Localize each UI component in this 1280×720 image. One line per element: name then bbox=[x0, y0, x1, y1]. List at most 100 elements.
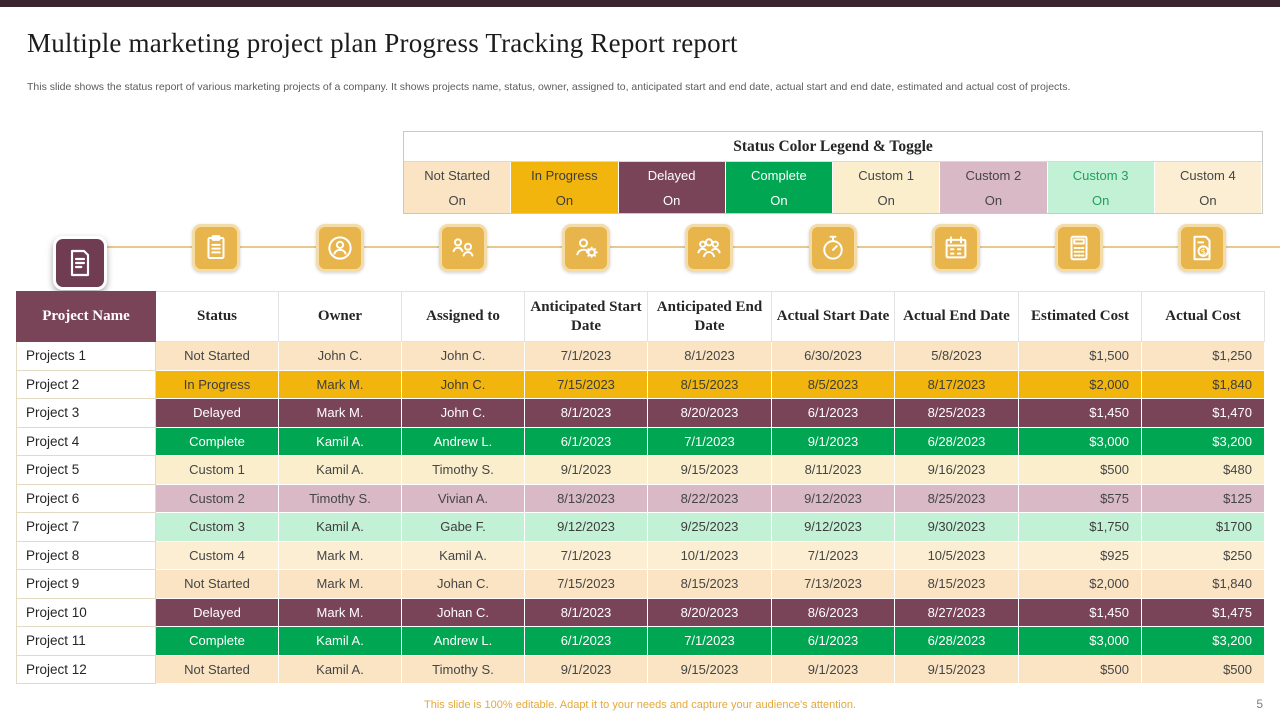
table-cell: $1,750 bbox=[1018, 512, 1142, 542]
column-header-status: Status bbox=[155, 291, 279, 342]
column-header-anticipated-start-date: Anticipated Start Date bbox=[524, 291, 648, 342]
table-cell: 8/13/2023 bbox=[524, 483, 648, 513]
legend-item-delayed: Delayed bbox=[618, 162, 726, 189]
legend-toggle-not_started[interactable]: On bbox=[404, 189, 512, 213]
table-header-row: Project Name Status Owner Assigned to Antici… bbox=[16, 291, 1265, 342]
table-cell: $575 bbox=[1018, 483, 1142, 513]
table-cell: Andrew L. bbox=[401, 426, 525, 456]
status-cell: Complete bbox=[155, 626, 279, 656]
table-cell: 9/30/2023 bbox=[894, 512, 1019, 542]
table-cell: $250 bbox=[1141, 540, 1265, 570]
column-header-estimated-cost: Estimated Cost bbox=[1018, 291, 1142, 342]
table-cell: John C. bbox=[401, 341, 525, 371]
table-cell: 9/1/2023 bbox=[524, 455, 648, 485]
table-cell: $1,500 bbox=[1018, 341, 1142, 371]
table-cell: John C. bbox=[401, 398, 525, 428]
svg-text:$: $ bbox=[1200, 247, 1206, 257]
table-cell: $3,000 bbox=[1018, 626, 1142, 656]
status-cell: Custom 3 bbox=[155, 512, 279, 542]
table-cell: 8/15/2023 bbox=[647, 369, 772, 399]
people-group-icon bbox=[685, 224, 733, 272]
table-cell: Kamil A. bbox=[278, 654, 402, 684]
legend-toggle-in_progress[interactable]: On bbox=[511, 189, 619, 213]
status-cell: In Progress bbox=[155, 369, 279, 399]
project-name-cell: Project 5 bbox=[16, 455, 156, 485]
table-cell: $125 bbox=[1141, 483, 1265, 513]
table-row: Project 5 Custom 1 Kamil A. Timothy S. 9/1/2… bbox=[16, 455, 1265, 485]
status-cell: Custom 2 bbox=[155, 483, 279, 513]
stopwatch-icon bbox=[809, 224, 857, 272]
project-name-cell: Project 7 bbox=[16, 512, 156, 542]
table-row: Project 2 In Progress Mark M. John C. 7/15/2… bbox=[16, 369, 1265, 399]
table-cell: Gabe F. bbox=[401, 512, 525, 542]
column-header-anticipated-end-date: Anticipated End Date bbox=[647, 291, 772, 342]
legend-toggle-custom3[interactable]: On bbox=[1047, 189, 1155, 213]
project-name-cell: Project 10 bbox=[16, 597, 156, 627]
project-table: Project Name Status Owner Assigned to Antici… bbox=[16, 291, 1265, 684]
owner-sync-icon bbox=[316, 224, 364, 272]
table-cell: $1,450 bbox=[1018, 597, 1142, 627]
clipboard-icon bbox=[192, 224, 240, 272]
calendar-icon bbox=[932, 224, 980, 272]
legend-title: Status Color Legend & Toggle bbox=[404, 132, 1262, 162]
table-cell: 9/15/2023 bbox=[894, 654, 1019, 684]
table-cell: $3,200 bbox=[1141, 426, 1265, 456]
table-cell: $3,200 bbox=[1141, 626, 1265, 656]
table-cell: 6/1/2023 bbox=[524, 626, 648, 656]
table-cell: Kamil A. bbox=[278, 455, 402, 485]
report-icon bbox=[53, 236, 107, 290]
table-cell: 8/1/2023 bbox=[524, 597, 648, 627]
table-cell: 9/1/2023 bbox=[771, 426, 895, 456]
project-name-cell: Projects 1 bbox=[16, 341, 156, 371]
table-cell: 8/20/2023 bbox=[647, 597, 772, 627]
legend-toggle-custom2[interactable]: On bbox=[940, 189, 1048, 213]
table-cell: Vivian A. bbox=[401, 483, 525, 513]
table-cell: 9/12/2023 bbox=[524, 512, 648, 542]
table-cell: Mark M. bbox=[278, 369, 402, 399]
table-cell: 8/25/2023 bbox=[894, 483, 1019, 513]
table-cell: 6/1/2023 bbox=[771, 626, 895, 656]
status-cell: Complete bbox=[155, 426, 279, 456]
table-row: Project 11 Complete Kamil A. Andrew L. 6/1/2… bbox=[16, 626, 1265, 656]
table-cell: 7/1/2023 bbox=[647, 426, 772, 456]
table-cell: John C. bbox=[401, 369, 525, 399]
footer-note: This slide is 100% editable. Adapt it to… bbox=[424, 699, 856, 711]
table-cell: 7/15/2023 bbox=[524, 569, 648, 599]
project-name-cell: Project 12 bbox=[16, 654, 156, 684]
table-row: Project 12 Not Started Kamil A. Timothy S. 9… bbox=[16, 654, 1265, 684]
table-cell: $1,450 bbox=[1018, 398, 1142, 428]
table-cell: 8/27/2023 bbox=[894, 597, 1019, 627]
table-cell: Mark M. bbox=[278, 398, 402, 428]
table-cell: Andrew L. bbox=[401, 626, 525, 656]
legend-toggle-custom4[interactable]: On bbox=[1154, 189, 1262, 213]
table-cell: 7/15/2023 bbox=[524, 369, 648, 399]
people-link-icon bbox=[439, 224, 487, 272]
legend-item-not_started: Not Started bbox=[404, 162, 512, 189]
legend-toggle-custom1[interactable]: On bbox=[833, 189, 941, 213]
icon-connector-line bbox=[80, 246, 1280, 248]
table-cell: 6/1/2023 bbox=[771, 398, 895, 428]
table-cell: $1,250 bbox=[1141, 341, 1265, 371]
legend-toggle-complete[interactable]: On bbox=[725, 189, 833, 213]
status-cell: Not Started bbox=[155, 654, 279, 684]
table-row: Project 7 Custom 3 Kamil A. Gabe F. 9/12/202… bbox=[16, 512, 1265, 542]
table-cell: $1,840 bbox=[1141, 369, 1265, 399]
table-cell: Timothy S. bbox=[401, 455, 525, 485]
table-cell: 7/1/2023 bbox=[524, 341, 648, 371]
table-cell: $500 bbox=[1018, 654, 1142, 684]
table-cell: Kamil A. bbox=[278, 426, 402, 456]
project-name-cell: Project 11 bbox=[16, 626, 156, 656]
person-gear-icon bbox=[562, 224, 610, 272]
status-legend: Status Color Legend & Toggle Not Started… bbox=[403, 131, 1263, 214]
table-cell: Mark M. bbox=[278, 569, 402, 599]
column-header-actual-end-date: Actual End Date bbox=[894, 291, 1019, 342]
table-cell: 8/15/2023 bbox=[894, 569, 1019, 599]
table-cell: 8/11/2023 bbox=[771, 455, 895, 485]
page-number: 5 bbox=[1256, 697, 1263, 711]
table-cell: 7/1/2023 bbox=[647, 626, 772, 656]
legend-item-custom3: Custom 3 bbox=[1047, 162, 1155, 189]
table-cell: 6/28/2023 bbox=[894, 426, 1019, 456]
column-header-project-name: Project Name bbox=[16, 291, 156, 342]
legend-toggle-delayed[interactable]: On bbox=[618, 189, 726, 213]
table-cell: Mark M. bbox=[278, 597, 402, 627]
